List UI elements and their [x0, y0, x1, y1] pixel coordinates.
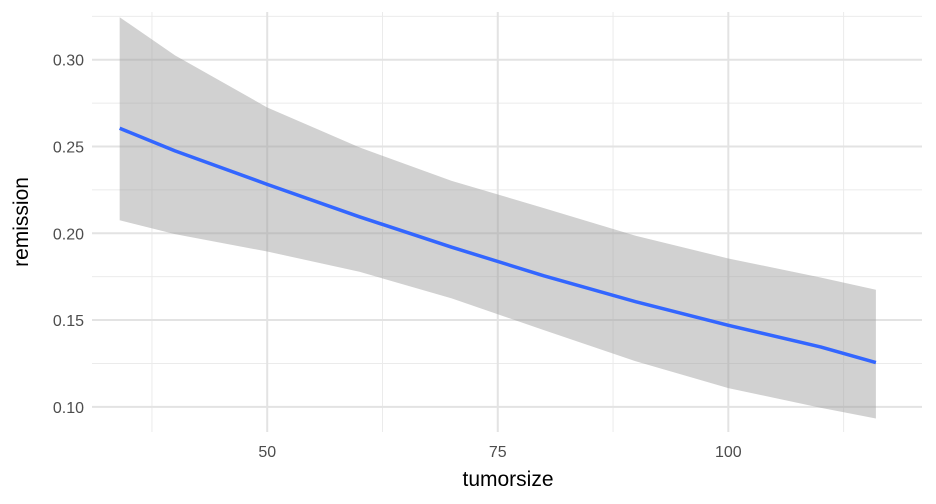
y-axis-title: remission: [10, 177, 33, 267]
x-tick-label: 100: [715, 444, 742, 461]
grid-minor: [92, 12, 922, 432]
y-tick-label: 0.15: [53, 313, 84, 330]
confidence-ribbon: [119, 17, 876, 419]
x-tick-label: 75: [489, 444, 507, 461]
ribbon-layer: [119, 17, 876, 419]
line-layer: [119, 126, 877, 365]
y-tick-label: 0.10: [53, 400, 84, 417]
x-axis-title: tumorsize: [462, 468, 553, 491]
grid-major: [92, 12, 922, 432]
y-tick-labels: 0.10 0.15 0.20 0.25 0.30: [53, 53, 84, 417]
x-tick-labels: 50 75 100: [258, 444, 741, 461]
x-tick-label: 50: [258, 444, 276, 461]
fit-line: [119, 126, 877, 365]
y-tick-label: 0.30: [53, 53, 84, 70]
y-tick-label: 0.20: [53, 226, 84, 243]
y-tick-label: 0.25: [53, 140, 84, 157]
